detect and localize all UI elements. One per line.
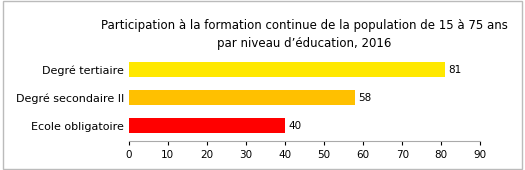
Text: 58: 58 <box>359 93 372 103</box>
Text: 81: 81 <box>448 65 461 75</box>
Title: Participation à la formation continue de la population de 15 à 75 ans
par niveau: Participation à la formation continue de… <box>101 19 508 50</box>
Bar <box>129 62 445 78</box>
Bar <box>129 118 285 133</box>
Bar <box>129 90 355 105</box>
Text: 40: 40 <box>288 121 301 131</box>
